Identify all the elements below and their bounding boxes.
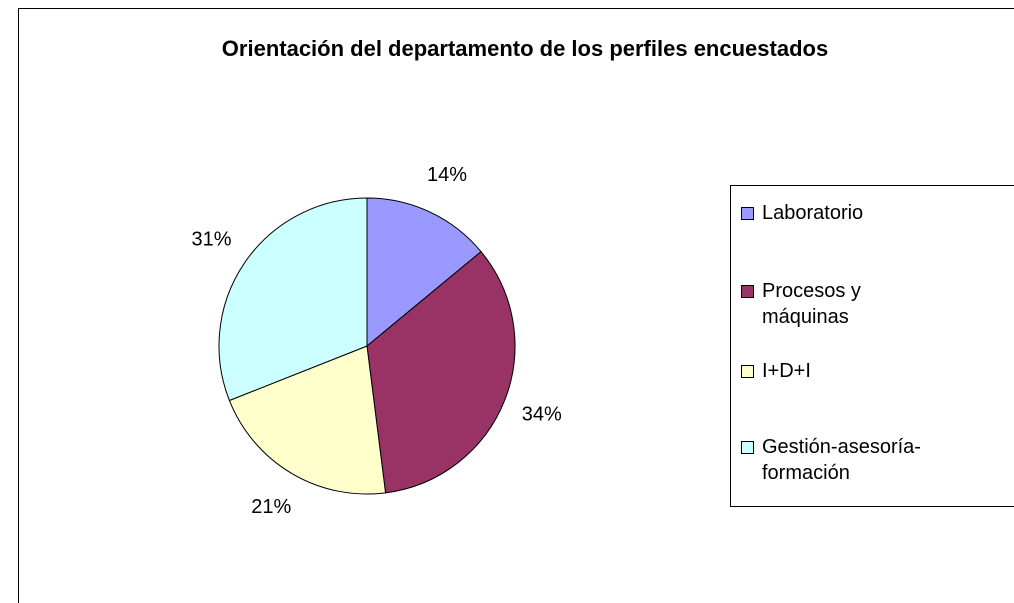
- pie-slice: [366, 197, 482, 348]
- legend-swatch: [741, 365, 754, 378]
- legend-item: Procesos y máquinas: [741, 278, 996, 330]
- legend-item: I+D+I: [741, 358, 996, 384]
- legend-label: Procesos y máquinas: [762, 280, 861, 328]
- legend-item: Gestión-asesoría-formación: [741, 434, 996, 486]
- pie-slice: [228, 345, 387, 495]
- data-label: 31%: [191, 229, 231, 251]
- data-label: 14%: [427, 164, 467, 186]
- pie-slice: [366, 250, 516, 494]
- legend-label: Gestión-asesoría-formación: [762, 436, 921, 484]
- legend: Laboratorio Procesos y máquinas I+D+I Gesti…: [730, 185, 1014, 507]
- chart-title: Orientación del departamento de los perf…: [222, 36, 828, 61]
- legend-swatch: [741, 441, 754, 454]
- legend-item: Laboratorio: [741, 200, 996, 226]
- pie-slice: [218, 197, 368, 402]
- data-label: 21%: [251, 496, 291, 518]
- legend-label: I+D+I: [762, 360, 811, 382]
- data-label: 34%: [522, 403, 562, 425]
- legend-swatch: [741, 285, 754, 298]
- legend-label: Laboratorio: [762, 202, 864, 224]
- legend-swatch: [741, 207, 754, 220]
